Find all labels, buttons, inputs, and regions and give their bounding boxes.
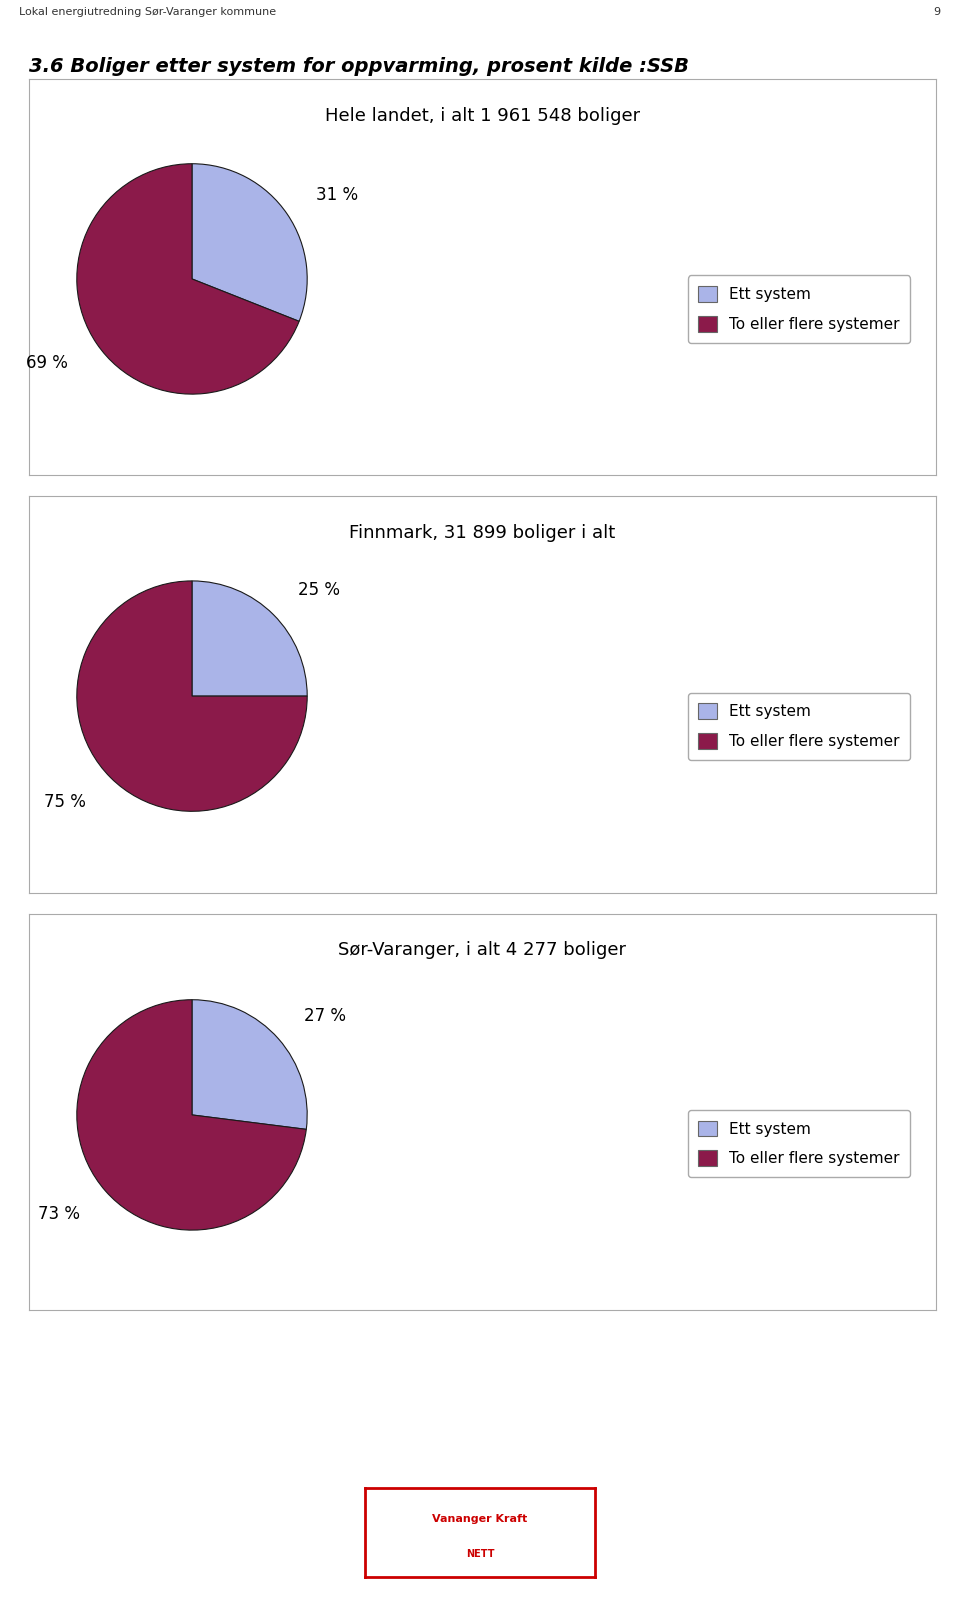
- Text: 73 %: 73 %: [37, 1205, 80, 1222]
- Wedge shape: [192, 999, 307, 1129]
- Text: 27 %: 27 %: [304, 1007, 347, 1025]
- Legend: Ett system, To eller flere systemer: Ett system, To eller flere systemer: [687, 1109, 910, 1177]
- Text: Finnmark, 31 899 boliger i alt: Finnmark, 31 899 boliger i alt: [349, 524, 615, 542]
- Legend: Ett system, To eller flere systemer: Ett system, To eller flere systemer: [687, 692, 910, 760]
- Text: 3.6 Boliger etter system for oppvarming, prosent kilde :SSB: 3.6 Boliger etter system for oppvarming,…: [29, 57, 688, 76]
- Wedge shape: [192, 581, 307, 695]
- Text: Vananger Kraft: Vananger Kraft: [432, 1514, 528, 1523]
- Text: Hele landet, i alt 1 961 548 boliger: Hele landet, i alt 1 961 548 boliger: [324, 107, 640, 125]
- Text: Sør-Varanger, i alt 4 277 boliger: Sør-Varanger, i alt 4 277 boliger: [339, 941, 627, 959]
- Text: Lokal energiutredning Sør-Varanger kommune: Lokal energiutredning Sør-Varanger kommu…: [19, 6, 276, 18]
- Wedge shape: [192, 163, 307, 322]
- Text: 75 %: 75 %: [44, 792, 86, 812]
- Text: 69 %: 69 %: [26, 354, 68, 372]
- Text: 25 %: 25 %: [298, 581, 340, 600]
- Wedge shape: [77, 999, 306, 1231]
- Wedge shape: [77, 163, 300, 395]
- Text: 31 %: 31 %: [316, 186, 358, 204]
- Legend: Ett system, To eller flere systemer: Ett system, To eller flere systemer: [687, 275, 910, 343]
- Text: NETT: NETT: [466, 1549, 494, 1559]
- Text: 9: 9: [934, 6, 941, 18]
- Wedge shape: [77, 581, 307, 812]
